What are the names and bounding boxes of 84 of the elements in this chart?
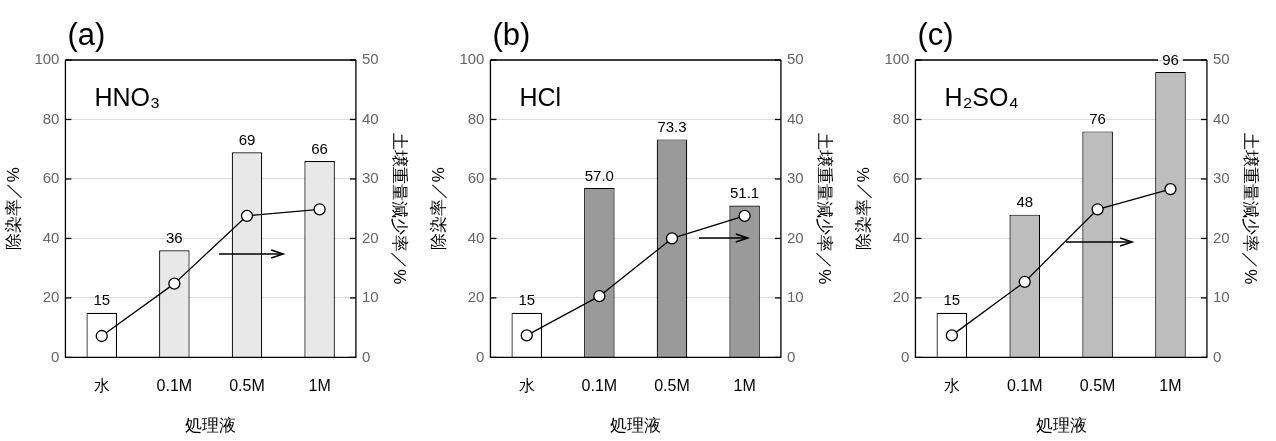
x-tick-label: 水	[93, 377, 110, 395]
y2-tick-label: 40	[1212, 109, 1230, 127]
y-tick-label: 80	[42, 109, 60, 127]
chart-title: (b)	[492, 16, 531, 52]
y2-axis-title: 土壌重量減少率／%	[1241, 133, 1261, 285]
point	[240, 209, 254, 222]
y2-tick-label: 0	[786, 347, 796, 365]
data-label: 73.3	[657, 118, 687, 136]
y-tick-label: 100	[884, 50, 910, 68]
x-tick-label: 水	[943, 377, 960, 395]
data-label: 51.1	[730, 184, 760, 202]
y-axis-title: 除染率／%	[3, 167, 23, 251]
y2-tick-label: 0	[361, 347, 371, 365]
data-label: 69	[238, 130, 256, 148]
point	[1091, 203, 1104, 216]
annotation: HNO₃	[94, 82, 161, 111]
y-tick-label: 60	[42, 169, 60, 187]
point	[1018, 275, 1031, 289]
y2-tick-label: 40	[361, 109, 379, 127]
y2-tick-label: 50	[361, 50, 379, 68]
point	[593, 289, 606, 303]
y2-tick-label: 10	[361, 288, 379, 306]
y-tick-label: 100	[459, 50, 485, 68]
data-label: 66	[311, 139, 328, 157]
data-label: 15	[943, 291, 961, 309]
x-tick-label: 0.5M	[654, 377, 690, 395]
y2-tick-label: 30	[1212, 169, 1230, 187]
y2-tick-label: 40	[786, 109, 804, 127]
y-axis-title: 除染率／%	[428, 167, 448, 251]
chart-title: (c)	[917, 16, 954, 52]
y-tick-label: 80	[467, 109, 485, 127]
x-axis-title: 処理液	[1035, 416, 1087, 436]
y-tick-label: 0	[901, 347, 910, 365]
point	[313, 203, 326, 216]
y2-tick-label: 20	[361, 228, 379, 246]
y-tick-label: 60	[892, 169, 910, 187]
point	[738, 209, 751, 222]
point	[1164, 182, 1177, 196]
data-label: 48	[1016, 193, 1034, 211]
y-tick-label: 40	[467, 228, 485, 246]
y2-tick-label: 50	[786, 50, 804, 68]
x-tick-label: 0.1M	[1006, 377, 1043, 395]
x-axis-title: 処理液	[610, 416, 662, 436]
y-tick-label: 80	[892, 109, 910, 127]
annotation: HCl	[519, 82, 562, 111]
point	[168, 277, 181, 290]
y2-tick-label: 0	[1212, 347, 1222, 365]
y2-tick-label: 20	[1212, 228, 1230, 246]
y2-tick-label: 10	[786, 288, 804, 306]
chart-title: (a)	[67, 16, 106, 52]
x-tick-label: 1M	[308, 377, 331, 395]
y2-tick-label: 30	[786, 169, 804, 187]
y2-tick-label: 10	[1212, 288, 1230, 306]
x-tick-label: 水	[518, 377, 535, 395]
y-tick-label: 60	[467, 169, 485, 187]
data-label: 96	[1162, 50, 1179, 68]
data-label: 76	[1089, 110, 1106, 128]
x-tick-label: 1M	[1159, 377, 1182, 395]
y-tick-label: 40	[892, 228, 910, 246]
x-tick-label: 0.1M	[581, 377, 618, 395]
y2-tick-label: 20	[786, 228, 804, 246]
data-label: 15	[518, 291, 536, 309]
y-tick-label: 0	[51, 347, 60, 365]
y-tick-label: 20	[892, 288, 910, 306]
data-label: 15	[93, 291, 111, 309]
y2-tick-label: 30	[361, 169, 379, 187]
y2-axis-title: 土壌重量減少率／%	[815, 133, 835, 285]
data-label: 36	[166, 228, 183, 246]
y2-axis-title: 土壌重量減少率／%	[390, 133, 410, 285]
x-tick-label: 1M	[733, 377, 756, 395]
y-tick-label: 20	[467, 288, 485, 306]
y-tick-label: 20	[42, 288, 60, 306]
x-axis-title: 処理液	[185, 416, 237, 436]
y2-tick-label: 50	[1212, 50, 1230, 68]
point	[665, 232, 679, 245]
y-tick-label: 0	[476, 347, 485, 365]
data-label: 57.0	[584, 166, 614, 184]
x-tick-label: 0.1M	[156, 377, 193, 395]
y-tick-label: 40	[42, 228, 60, 246]
annotation: H₂SO₄	[944, 82, 1019, 111]
x-tick-label: 0.5M	[229, 377, 265, 395]
y-axis-title: 除染率／%	[853, 167, 873, 251]
x-tick-label: 0.5M	[1079, 377, 1116, 395]
y-tick-label: 100	[34, 50, 60, 68]
